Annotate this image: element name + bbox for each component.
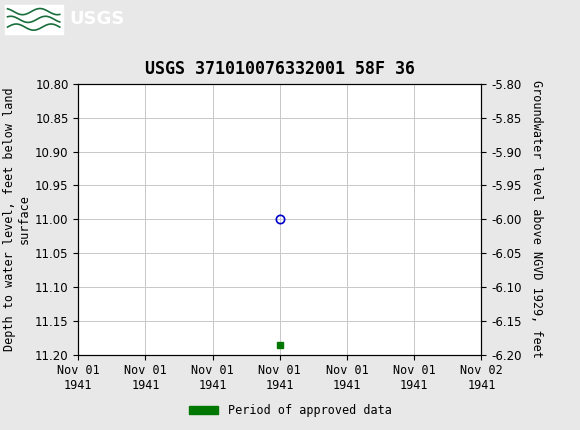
Y-axis label: Groundwater level above NGVD 1929, feet: Groundwater level above NGVD 1929, feet [530, 80, 543, 358]
Bar [5, 5, 63, 34]
Y-axis label: Depth to water level, feet below land
surface: Depth to water level, feet below land su… [3, 87, 31, 351]
Text: USGS: USGS [70, 9, 125, 28]
Title: USGS 371010076332001 58F 36: USGS 371010076332001 58F 36 [145, 60, 415, 78]
Legend: Period of approved data: Period of approved data [184, 399, 396, 422]
